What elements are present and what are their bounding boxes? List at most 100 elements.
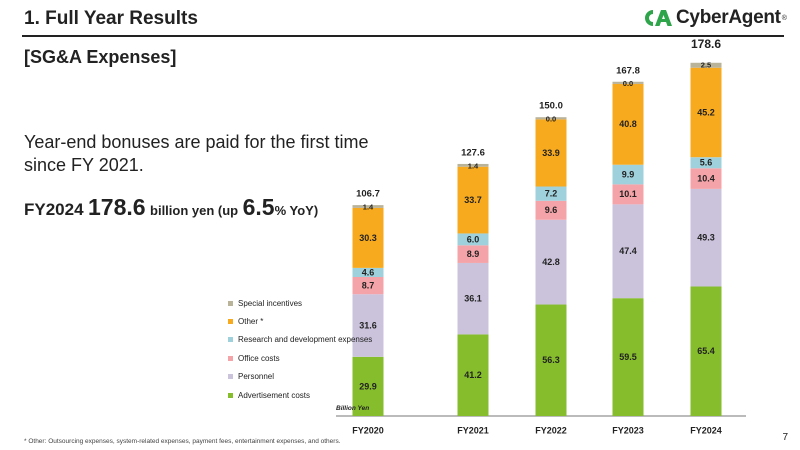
data-label: 33.7 bbox=[464, 195, 482, 205]
logo-registered-mark: ® bbox=[781, 14, 787, 22]
bar-fy2020-research-and-development-expenses bbox=[352, 267, 384, 278]
bar-fy2021-office-costs bbox=[457, 245, 489, 263]
commentary-note: Year-end bonuses are paid for the first … bbox=[24, 132, 369, 175]
headline-suffix: % YoY) bbox=[274, 203, 319, 218]
bar-fy2023-office-costs bbox=[612, 184, 644, 205]
section-title: [SG&A Expenses] bbox=[24, 47, 177, 67]
total-label: 150.0 bbox=[539, 101, 563, 112]
legend-item: Personnel bbox=[228, 368, 372, 386]
x-tick-label: FY2024 bbox=[690, 425, 722, 435]
data-label-special: 0.0 bbox=[623, 79, 633, 88]
company-logo: CyberAgent ® bbox=[642, 7, 787, 29]
bar-fy2022-other bbox=[535, 119, 567, 187]
bar-fy2024-office-costs bbox=[690, 168, 722, 189]
bar-fy2021-other bbox=[457, 166, 489, 234]
headline-prefix: FY2024 bbox=[24, 200, 84, 219]
legend-swatch bbox=[228, 355, 233, 361]
bar-fy2020-office-costs bbox=[352, 277, 384, 295]
data-label: 7.2 bbox=[545, 189, 558, 199]
bar-fy2020-other bbox=[352, 207, 384, 268]
legend-swatch bbox=[228, 392, 233, 398]
footnote: * Other: Outsourcing expenses, system-re… bbox=[24, 438, 341, 445]
legend-swatch bbox=[228, 319, 233, 325]
bar-fy2021-personnel bbox=[457, 262, 489, 335]
data-label: 31.6 bbox=[359, 320, 377, 330]
chart-legend: Special incentives Other * Research and de… bbox=[228, 294, 372, 404]
data-label: 29.9 bbox=[359, 381, 377, 391]
bar-fy2020-personnel bbox=[352, 294, 384, 357]
x-tick-label: FY2021 bbox=[457, 425, 489, 435]
title-divider bbox=[22, 35, 784, 37]
headline: FY2024 178.6 billion yen (up 6.5% YoY) bbox=[24, 194, 318, 221]
x-tick-label: FY2020 bbox=[352, 425, 384, 435]
data-label-special: 1.4 bbox=[363, 203, 374, 212]
data-label: 30.3 bbox=[359, 233, 377, 243]
bar-fy2024-special-incentives bbox=[690, 62, 722, 68]
bar-fy2022-research-and-development-expenses bbox=[535, 186, 567, 201]
data-label-special: 2.5 bbox=[701, 60, 711, 69]
total-label: 178.6 bbox=[691, 37, 721, 51]
bar-fy2020-special-incentives bbox=[352, 205, 384, 208]
legend-item: Research and development expenses bbox=[228, 331, 372, 349]
x-tick-label: FY2023 bbox=[612, 425, 644, 435]
total-label: 127.6 bbox=[461, 147, 485, 158]
cyberagent-logo-icon bbox=[645, 10, 672, 26]
bar-fy2024-other bbox=[690, 67, 722, 158]
legend-item: Office costs bbox=[228, 349, 372, 367]
total-label: 167.8 bbox=[616, 65, 640, 76]
data-label: 6.0 bbox=[467, 234, 480, 244]
bar-fy2022-special-incentives bbox=[535, 117, 567, 120]
data-label: 41.2 bbox=[464, 370, 482, 380]
x-tick-label: FY2022 bbox=[535, 425, 567, 435]
headline-mid: billion yen (up bbox=[150, 203, 239, 218]
data-label: 59.5 bbox=[619, 352, 637, 362]
bar-fy2021-special-incentives bbox=[457, 163, 489, 167]
data-label: 42.8 bbox=[542, 257, 560, 267]
data-label: 33.9 bbox=[542, 148, 560, 158]
bar-fy2024-research-and-development-expenses bbox=[690, 157, 722, 169]
bar-fy2023-advertisement-costs bbox=[612, 298, 644, 416]
data-label: 9.9 bbox=[622, 169, 635, 179]
legend-item: Other * bbox=[228, 312, 372, 330]
data-label: 40.8 bbox=[619, 119, 637, 129]
data-label: 5.6 bbox=[700, 158, 713, 168]
headline-value: 178.6 bbox=[88, 194, 146, 220]
legend-swatch bbox=[228, 300, 233, 306]
page-number: 7 bbox=[782, 432, 788, 443]
bar-fy2023-other bbox=[612, 83, 644, 165]
legend-swatch bbox=[228, 337, 233, 343]
bar-fy2022-office-costs bbox=[535, 200, 567, 220]
data-label: 36.1 bbox=[464, 294, 482, 304]
data-label: 65.4 bbox=[697, 346, 715, 356]
bar-fy2024-advertisement-costs bbox=[690, 286, 722, 416]
data-label: 9.6 bbox=[545, 205, 558, 215]
bar-fy2023-personnel bbox=[612, 204, 644, 299]
bar-fy2020-advertisement-costs bbox=[352, 356, 384, 416]
bar-fy2021-research-and-development-expenses bbox=[457, 233, 489, 246]
page-title: 1. Full Year Results bbox=[24, 8, 198, 29]
data-label: 47.4 bbox=[619, 246, 637, 256]
data-label: 4.6 bbox=[362, 267, 375, 277]
data-label: 8.9 bbox=[467, 249, 480, 259]
data-label: 10.1 bbox=[619, 189, 637, 199]
unit-label: Billion Yen bbox=[336, 405, 370, 412]
legend-swatch bbox=[228, 374, 233, 380]
bar-fy2021-advertisement-costs bbox=[457, 334, 489, 416]
legend-label: Other * bbox=[238, 317, 264, 327]
data-label: 56.3 bbox=[542, 355, 560, 365]
legend-label: Special incentives bbox=[238, 298, 303, 308]
total-label: 106.7 bbox=[356, 189, 380, 200]
data-label: 45.2 bbox=[697, 107, 715, 117]
data-label-special: 0.0 bbox=[546, 115, 556, 124]
bar-fy2022-personnel bbox=[535, 219, 567, 305]
legend-item: Advertisement costs bbox=[228, 386, 372, 404]
data-label: 8.7 bbox=[362, 280, 375, 290]
data-label-special: 1.4 bbox=[468, 161, 479, 170]
bar-fy2022-advertisement-costs bbox=[535, 304, 567, 416]
bar-fy2024-personnel bbox=[690, 188, 722, 287]
legend-label: Research and development expenses bbox=[238, 335, 373, 345]
bar-fy2023-research-and-development-expenses bbox=[612, 164, 644, 185]
legend-item: Special incentives bbox=[228, 294, 372, 312]
headline-pct: 6.5 bbox=[242, 194, 275, 220]
